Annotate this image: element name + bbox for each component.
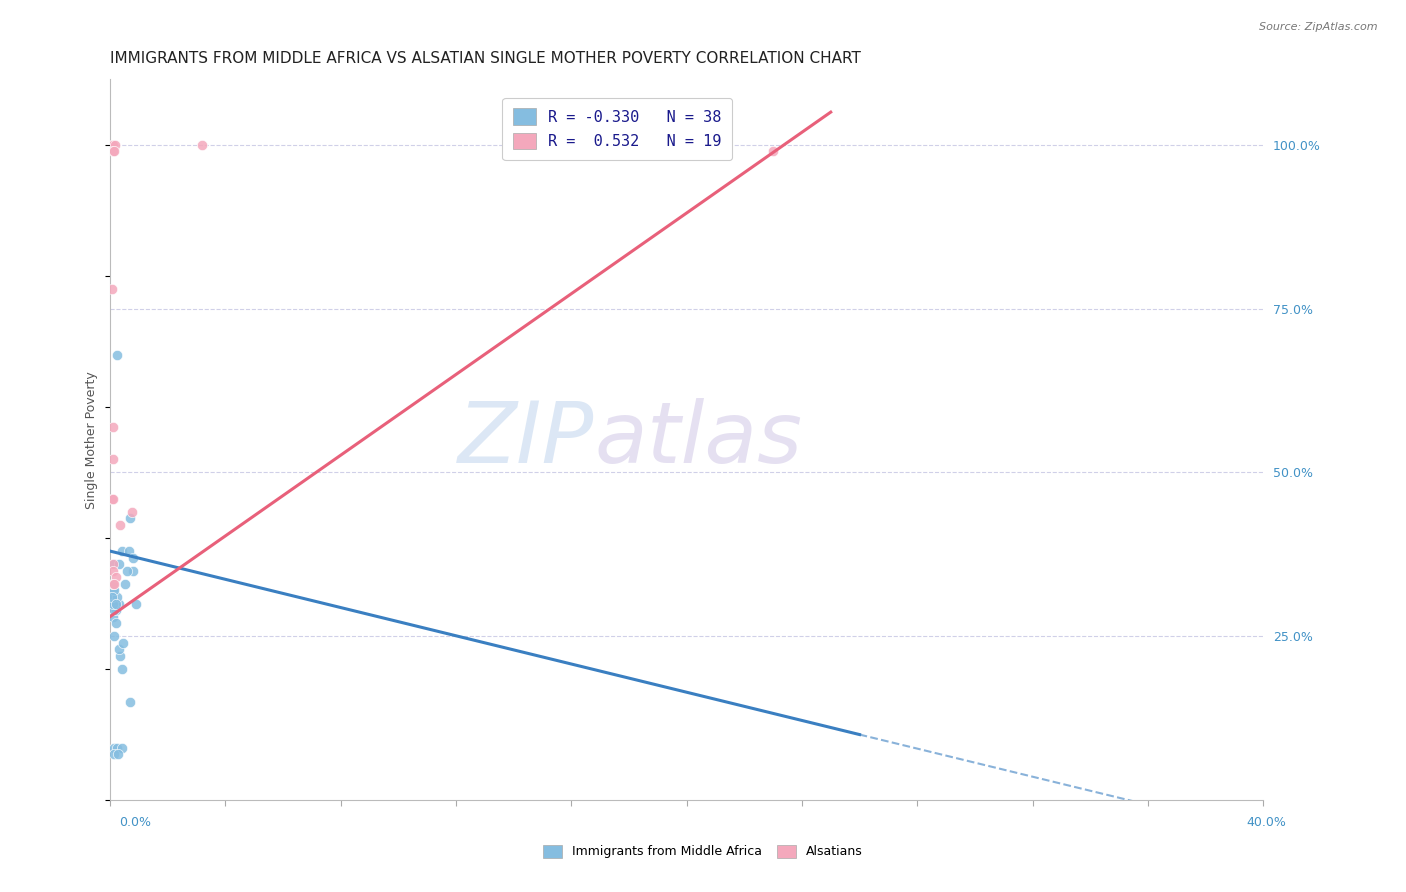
Point [101,137,124,152]
Point [120,511,142,525]
Point [103,629,125,643]
Point [104,570,127,584]
Point [101,564,124,578]
Point [121,505,143,519]
Point [125,597,148,611]
Point [107,597,129,611]
Point [103,740,125,755]
Text: ZIP: ZIP [458,398,595,481]
Point [101,577,124,591]
Point [191,137,214,152]
Point [762,145,785,159]
Point [108,648,131,663]
Point [101,282,124,296]
Point [111,544,134,558]
Point [101,590,124,604]
Legend: R = -0.330   N = 38, R =  0.532   N = 19: R = -0.330 N = 38, R = 0.532 N = 19 [502,98,733,161]
Text: atlas: atlas [595,398,803,481]
Text: IMMIGRANTS FROM MIDDLE AFRICA VS ALSATIAN SINGLE MOTHER POVERTY CORRELATION CHAR: IMMIGRANTS FROM MIDDLE AFRICA VS ALSATIA… [110,51,860,66]
Point [112,636,135,650]
Point [120,695,142,709]
Point [107,747,129,762]
Y-axis label: Single Mother Poverty: Single Mother Poverty [86,371,98,508]
Point [104,137,127,152]
Point [105,590,128,604]
Point [101,577,124,591]
Point [122,550,145,565]
Point [103,747,125,762]
Point [105,347,128,361]
Point [101,597,124,611]
Legend: Immigrants from Middle Africa, Alsatians: Immigrants from Middle Africa, Alsatians [538,840,868,863]
Point [101,597,124,611]
Point [122,564,145,578]
Point [103,583,125,598]
Point [101,491,124,506]
Point [105,740,128,755]
Point [101,609,124,624]
Point [108,517,131,532]
Point [103,577,125,591]
Point [101,145,124,159]
Point [104,597,127,611]
Text: Source: ZipAtlas.com: Source: ZipAtlas.com [1260,22,1378,32]
Point [101,558,124,572]
Point [103,603,125,617]
Point [111,740,134,755]
Point [104,603,127,617]
Point [101,583,124,598]
Point [118,544,141,558]
Text: 40.0%: 40.0% [1247,816,1286,830]
Point [101,577,124,591]
Point [103,558,125,572]
Point [101,491,124,506]
Text: 0.0%: 0.0% [120,816,152,830]
Point [107,642,129,657]
Point [101,419,124,434]
Point [101,137,124,152]
Point [105,616,128,631]
Point [107,558,129,572]
Point [111,662,134,676]
Point [101,452,124,467]
Point [117,564,139,578]
Point [114,577,136,591]
Point [103,577,125,591]
Point [103,145,125,159]
Point [101,590,124,604]
